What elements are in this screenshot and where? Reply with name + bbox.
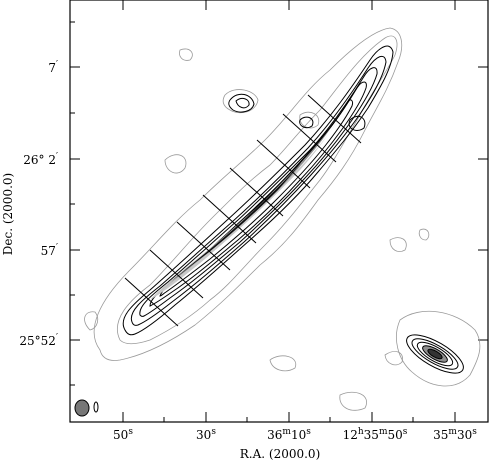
y-tick-57: 57′ [41, 243, 58, 258]
beam-markers [74, 399, 99, 417]
y-tick-26-2: 26° 2′ [23, 152, 58, 167]
cross-section-lines [124, 94, 362, 327]
y-tick-7: 7′ [48, 60, 58, 75]
companion-galaxy [406, 334, 464, 374]
axis-ticks [70, 0, 488, 422]
x-tick-35m30s: 35m30s [433, 427, 477, 442]
x-tick-30s: 30s [196, 427, 216, 442]
outer-contours [84, 27, 481, 411]
x-tick-12h35m50s: 12h35m50s [343, 427, 408, 442]
plot-frame [69, 0, 489, 423]
x-tick-labels: 50s 30s 36m10s 12h35m50s 35m30s [113, 427, 477, 442]
x-tick-50s: 50s [113, 427, 133, 442]
inner-contours [122, 45, 394, 336]
y-axis-label: Dec. (2000.0) [1, 173, 15, 255]
y-tick-labels: 7′ 26° 2′ 57′ 25°52′ [19, 60, 58, 348]
y-tick-25-52: 25°52′ [19, 333, 58, 348]
x-axis-label: R.A. (2000.0) [240, 447, 321, 461]
x-tick-36m10s: 36m10s [267, 427, 311, 442]
